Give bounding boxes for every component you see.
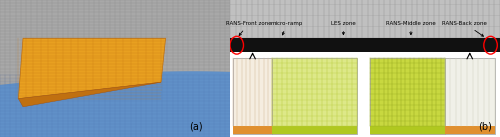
Text: LES zone: LES zone: [331, 21, 356, 35]
Bar: [445, 126, 494, 134]
Bar: [232, 58, 272, 134]
Bar: [230, 0, 500, 38]
Bar: [272, 126, 357, 134]
Bar: [230, 38, 500, 52]
Bar: [445, 58, 494, 134]
Bar: [0, 0, 230, 85]
Bar: [272, 58, 357, 134]
Text: micro-ramp: micro-ramp: [270, 21, 303, 35]
Bar: [370, 58, 445, 134]
Text: RANS-Middle zone: RANS-Middle zone: [386, 21, 436, 35]
Bar: [370, 126, 445, 134]
Bar: [0, 85, 230, 137]
Bar: [232, 126, 272, 134]
Text: RANS-Front zone: RANS-Front zone: [226, 21, 272, 35]
Polygon shape: [18, 38, 166, 99]
Text: (b): (b): [478, 122, 492, 132]
Text: RANS-Back zone: RANS-Back zone: [442, 21, 488, 36]
PathPatch shape: [0, 71, 230, 137]
Polygon shape: [18, 82, 161, 107]
Text: (a): (a): [188, 122, 202, 132]
